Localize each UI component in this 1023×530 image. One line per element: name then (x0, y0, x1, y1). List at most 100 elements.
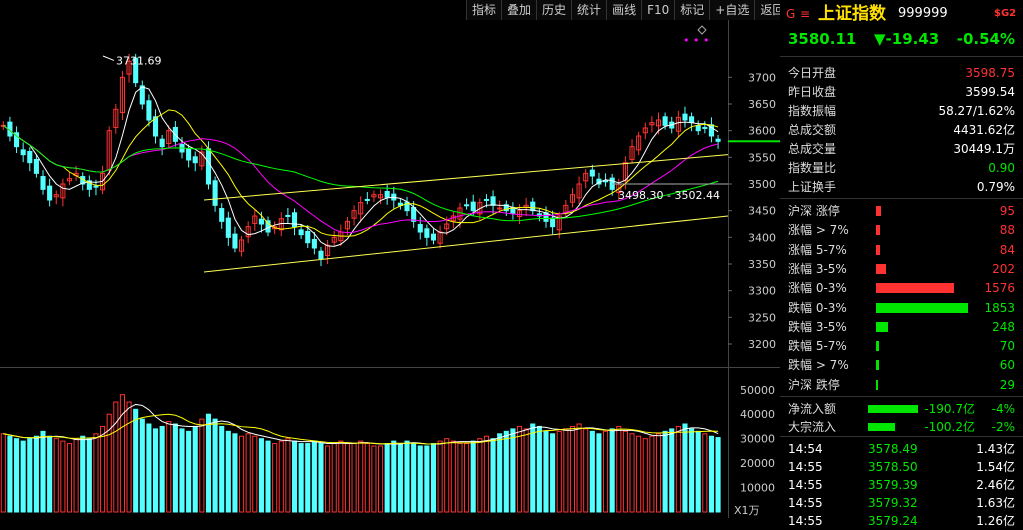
volume-bar (93, 433, 99, 513)
volume-bar (490, 438, 496, 513)
candle-body (225, 217, 231, 238)
candle-body (298, 229, 304, 236)
volume-bar (258, 438, 264, 513)
volume-bar (669, 428, 675, 513)
volume-bar (417, 445, 423, 513)
stat-value: 3598.75 (965, 66, 1015, 80)
price-axis-label: 3450 (748, 205, 776, 218)
candle-body (205, 148, 212, 185)
volume-bar (298, 443, 304, 513)
candle-body (576, 183, 582, 199)
volume-bar (265, 440, 271, 513)
volume-bar (66, 443, 73, 513)
volume-bar (589, 430, 595, 513)
divider (780, 56, 1023, 57)
toolbar-button-2[interactable]: 历史 (536, 0, 572, 20)
candle-body (93, 185, 99, 188)
flow-pct: -2% (991, 420, 1015, 434)
volume-bar (331, 443, 337, 513)
tick-time: 14:55 (788, 496, 823, 510)
distribution-label: 跌幅 5-7% (788, 339, 847, 354)
stat-label: 指数量比 (788, 161, 837, 175)
candle-body (430, 233, 437, 241)
candle-body (636, 135, 642, 151)
volume-bar (629, 433, 635, 513)
volume-bar (358, 440, 364, 513)
volume-bar (702, 433, 708, 513)
candle-body (258, 218, 264, 225)
volume-bar (13, 438, 20, 513)
tick-volume: 1.43亿 (976, 442, 1015, 456)
candle-body (483, 198, 489, 201)
candle-body (13, 132, 20, 148)
distribution-row: 跌幅 3-5% 248 (788, 318, 1015, 336)
volume-bar (40, 430, 46, 513)
candle-body (159, 138, 165, 148)
volume-bar (497, 433, 503, 513)
price-axis-label: 3500 (748, 178, 776, 191)
kline-chart[interactable]: 3700 3650 3600 3550 3500 3450 3400 3350 3300 3250… (0, 20, 780, 518)
candle-body (530, 201, 536, 212)
toolbar-button-7[interactable]: +自选 (709, 0, 755, 20)
flag-icon: G (786, 7, 796, 21)
stat-value: 4431.62亿 (953, 123, 1015, 137)
candle-body (126, 60, 132, 75)
toolbar-button-4[interactable]: 画线 (606, 0, 642, 20)
stat-row: 今日开盘 3598.75 (788, 64, 1015, 82)
volume-bar (146, 423, 152, 513)
tick-volume: 1.26亿 (976, 514, 1015, 528)
candle-body (152, 116, 159, 137)
volume-bar (311, 440, 317, 513)
candle-body (212, 180, 218, 206)
volume-bar (377, 445, 384, 513)
candle-body (146, 100, 152, 121)
volume-bar (139, 418, 145, 513)
distribution-count: 202 (992, 261, 1015, 276)
menu-icon[interactable]: ≡ (800, 7, 811, 21)
stat-label: 指数振幅 (788, 104, 837, 118)
candle-body (497, 207, 503, 210)
distribution-label: 沪深 跌停 (788, 377, 840, 392)
candle-body (364, 198, 370, 201)
volume-bar (371, 445, 377, 513)
price-axis-label: 3400 (748, 231, 776, 244)
volume-bar (464, 443, 470, 513)
candle-body (384, 190, 390, 198)
stat-row: 总成交量 30449.1万 (788, 140, 1015, 158)
volume-bar (159, 425, 165, 513)
toolbar-button-3[interactable]: 统计 (571, 0, 607, 20)
volume-bar (609, 428, 615, 513)
flow-row: 大宗流入 -100.2亿 -2% (788, 418, 1015, 436)
candle-body (27, 150, 33, 164)
volume-bar (457, 443, 463, 513)
toolbar-button-1[interactable]: 叠加 (501, 0, 537, 20)
trend-line-upper (203, 154, 729, 201)
tick-time: 14:55 (788, 514, 823, 528)
toolbar-button-5[interactable]: F10 (641, 0, 675, 20)
volume-bar (583, 428, 589, 513)
volume-bar (655, 433, 662, 513)
distribution-count: 88 (999, 223, 1015, 238)
divider (780, 198, 1023, 199)
distribution-bar (876, 225, 880, 236)
candle-body (119, 76, 125, 114)
tick-time: 14:55 (788, 478, 823, 492)
flow-label: 大宗流入 (788, 420, 837, 434)
candle-body (20, 149, 26, 156)
toolbar-button-0[interactable]: 指标 (466, 0, 502, 20)
volume-bar (642, 438, 648, 513)
tick-volume: 2.46亿 (976, 478, 1015, 492)
volume-bar (119, 394, 125, 513)
volume-bar (516, 425, 523, 513)
stat-value: 0.90 (988, 161, 1015, 175)
volume-bar (437, 440, 443, 513)
index-code: 999999 (898, 6, 948, 21)
candle-body (556, 215, 562, 231)
distribution-label: 涨幅 3-5% (788, 261, 847, 276)
distribution-row: 跌幅 0-3% 1853 (788, 299, 1015, 317)
candle-body (60, 183, 66, 199)
candle-body (66, 178, 73, 182)
volume-bar (695, 430, 701, 513)
volume-bar (662, 430, 668, 513)
toolbar-button-6[interactable]: 标记 (674, 0, 710, 20)
